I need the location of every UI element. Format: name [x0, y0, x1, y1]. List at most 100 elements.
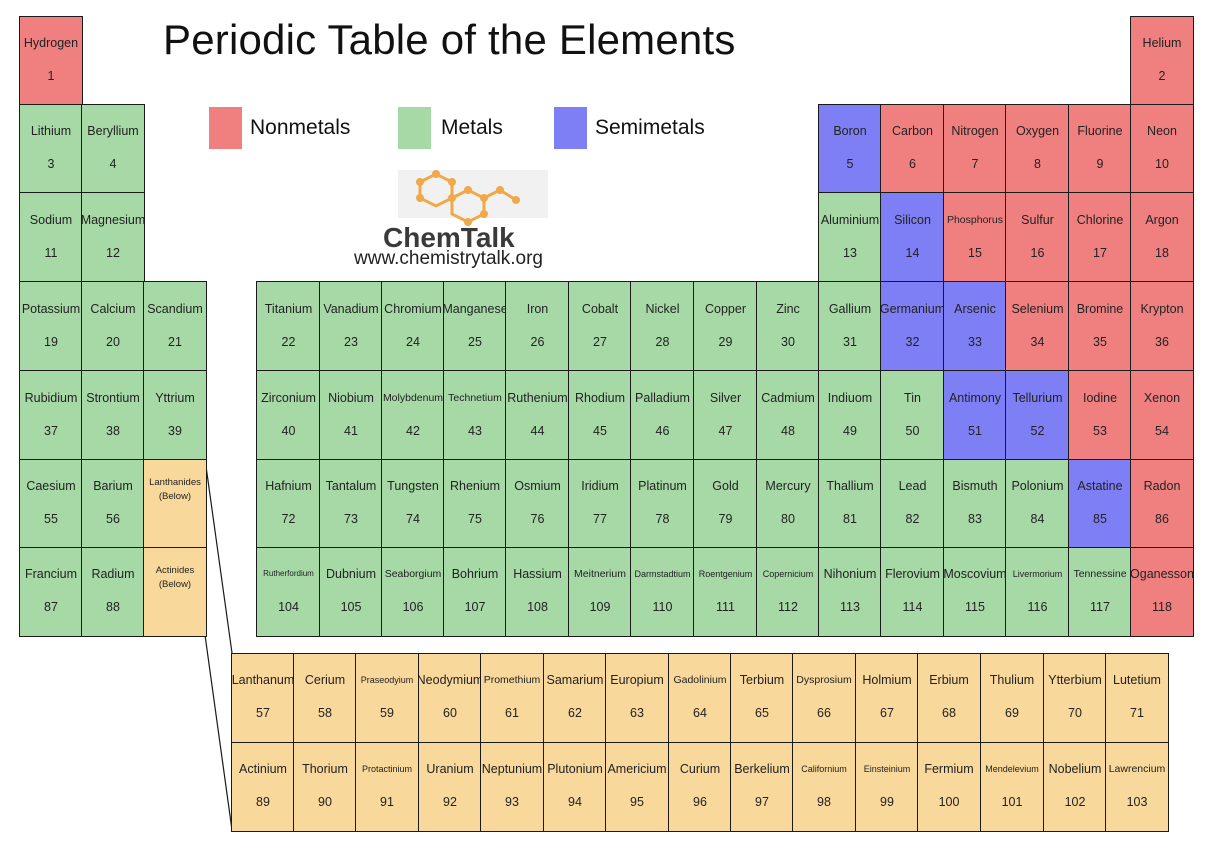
element-cell-actinium[interactable]: Actinium 89 — [231, 742, 295, 832]
element-cell-gold[interactable]: Gold 79 — [693, 459, 758, 549]
element-cell-nobelium[interactable]: Nobelium 102 — [1043, 742, 1107, 832]
element-cell-dubnium[interactable]: Dubnium 105 — [319, 547, 383, 637]
element-cell-silver[interactable]: Silver 47 — [693, 370, 758, 461]
element-cell-protactinium[interactable]: Protactinium 91 — [355, 742, 419, 832]
element-cell-berkelium[interactable]: Berkelium 97 — [730, 742, 794, 832]
element-cell-radon[interactable]: Radon 86 — [1130, 459, 1194, 549]
element-cell-polonium[interactable]: Polonium 84 — [1005, 459, 1070, 549]
element-cell-gadolinium[interactable]: Gadolinium 64 — [668, 653, 732, 743]
element-cell-scandium[interactable]: Scandium 21 — [143, 281, 207, 372]
element-cell-helium[interactable]: Helium 2 — [1130, 16, 1194, 106]
element-cell-indiuom[interactable]: Indiuom 49 — [818, 370, 882, 461]
element-cell-tungsten[interactable]: Tungsten 74 — [381, 459, 445, 549]
element-cell-lanthanum[interactable]: Lanthanum 57 — [231, 653, 295, 743]
element-cell-copernicium[interactable]: Copernicium 112 — [756, 547, 820, 637]
element-cell-beryllium[interactable]: Beryllium 4 — [81, 104, 145, 194]
element-cell-rubidium[interactable]: Rubidium 37 — [19, 370, 83, 461]
element-cell-actinides[interactable]: Actinides (Below) — [143, 547, 207, 637]
element-cell-lead[interactable]: Lead 82 — [880, 459, 945, 549]
element-cell-zirconium[interactable]: Zirconium 40 — [256, 370, 321, 461]
element-cell-thulium[interactable]: Thulium 69 — [980, 653, 1044, 743]
element-cell-ruthenium[interactable]: Ruthenium 44 — [505, 370, 570, 461]
element-cell-boron[interactable]: Boron 5 — [818, 104, 882, 194]
element-cell-palladium[interactable]: Palladium 46 — [630, 370, 695, 461]
element-cell-magnesium[interactable]: Magnesium 12 — [81, 192, 145, 283]
element-cell-iridium[interactable]: Iridium 77 — [568, 459, 632, 549]
element-cell-lawrencium[interactable]: Lawrencium 103 — [1105, 742, 1169, 832]
element-cell-roentgenium[interactable]: Roentgenium 111 — [693, 547, 758, 637]
element-cell-europium[interactable]: Europium 63 — [605, 653, 669, 743]
element-cell-zinc[interactable]: Zinc 30 — [756, 281, 820, 372]
element-cell-neptunium[interactable]: Neptunium 93 — [480, 742, 544, 832]
element-cell-americium[interactable]: Americium 95 — [605, 742, 669, 832]
element-cell-fluorine[interactable]: Fluorine 9 — [1068, 104, 1132, 194]
element-cell-tantalum[interactable]: Tantalum 73 — [319, 459, 383, 549]
element-cell-plutonium[interactable]: Plutonium 94 — [543, 742, 607, 832]
element-cell-seaborgium[interactable]: Seaborgium 106 — [381, 547, 445, 637]
element-cell-antimony[interactable]: Antimony 51 — [943, 370, 1007, 461]
element-cell-dysprosium[interactable]: Dysprosium 66 — [792, 653, 856, 743]
element-cell-darmstadtium[interactable]: Darmstadtium 110 — [630, 547, 695, 637]
element-cell-hassium[interactable]: Hassium 108 — [505, 547, 570, 637]
element-cell-rhenium[interactable]: Rhenium 75 — [443, 459, 507, 549]
element-cell-molybdenum[interactable]: Molybdenum 42 — [381, 370, 445, 461]
element-cell-nickel[interactable]: Nickel 28 — [630, 281, 695, 372]
element-cell-niobium[interactable]: Niobium 41 — [319, 370, 383, 461]
element-cell-chlorine[interactable]: Chlorine 17 — [1068, 192, 1132, 283]
element-cell-chromium[interactable]: Chromium 24 — [381, 281, 445, 372]
element-cell-sodium[interactable]: Sodium 11 — [19, 192, 83, 283]
element-cell-erbium[interactable]: Erbium 68 — [917, 653, 981, 743]
element-cell-tellurium[interactable]: Tellurium 52 — [1005, 370, 1070, 461]
element-cell-oganesson[interactable]: Oganesson 118 — [1130, 547, 1194, 637]
element-cell-vanadium[interactable]: Vanadium 23 — [319, 281, 383, 372]
element-cell-carbon[interactable]: Carbon 6 — [880, 104, 945, 194]
element-cell-moscovium[interactable]: Moscovium 115 — [943, 547, 1007, 637]
element-cell-bismuth[interactable]: Bismuth 83 — [943, 459, 1007, 549]
element-cell-iodine[interactable]: Iodine 53 — [1068, 370, 1132, 461]
element-cell-neon[interactable]: Neon 10 — [1130, 104, 1194, 194]
element-cell-phosphorus[interactable]: Phosphorus 15 — [943, 192, 1007, 283]
element-cell-bromine[interactable]: Bromine 35 — [1068, 281, 1132, 372]
element-cell-promethium[interactable]: Promethium 61 — [480, 653, 544, 743]
element-cell-hydrogen[interactable]: Hydrogen 1 — [19, 16, 83, 106]
element-cell-barium[interactable]: Barium 56 — [81, 459, 145, 549]
element-cell-uranium[interactable]: Uranium 92 — [418, 742, 482, 832]
element-cell-calcium[interactable]: Calcium 20 — [81, 281, 145, 372]
element-cell-terbium[interactable]: Terbium 65 — [730, 653, 794, 743]
element-cell-silicon[interactable]: Silicon 14 — [880, 192, 945, 283]
element-cell-lutetium[interactable]: Lutetium 71 — [1105, 653, 1169, 743]
element-cell-francium[interactable]: Francium 87 — [19, 547, 83, 637]
logo-url[interactable]: www.chemistrytalk.org — [354, 248, 543, 269]
element-cell-germanium[interactable]: Germanium 32 — [880, 281, 945, 372]
element-cell-osmium[interactable]: Osmium 76 — [505, 459, 570, 549]
element-cell-tennessine[interactable]: Tennessine 117 — [1068, 547, 1132, 637]
element-cell-praseodyium[interactable]: Praseodyium 59 — [355, 653, 419, 743]
element-cell-thallium[interactable]: Thallium 81 — [818, 459, 882, 549]
element-cell-tin[interactable]: Tin 50 — [880, 370, 945, 461]
element-cell-lithium[interactable]: Lithium 3 — [19, 104, 83, 194]
element-cell-bohrium[interactable]: Bohrium 107 — [443, 547, 507, 637]
element-cell-aluminium[interactable]: Aluminium 13 — [818, 192, 882, 283]
element-cell-meitnerium[interactable]: Meitnerium 109 — [568, 547, 632, 637]
element-cell-curium[interactable]: Curium 96 — [668, 742, 732, 832]
element-cell-nihonium[interactable]: Nihonium 113 — [818, 547, 882, 637]
element-cell-einsteinium[interactable]: Einsteinium 99 — [855, 742, 919, 832]
element-cell-strontium[interactable]: Strontium 38 — [81, 370, 145, 461]
element-cell-krypton[interactable]: Krypton 36 — [1130, 281, 1194, 372]
element-cell-thorium[interactable]: Thorium 90 — [293, 742, 357, 832]
element-cell-selenium[interactable]: Selenium 34 — [1005, 281, 1070, 372]
element-cell-gallium[interactable]: Gallium 31 — [818, 281, 882, 372]
element-cell-rutherfordium[interactable]: Rutherfordium 104 — [256, 547, 321, 637]
element-cell-copper[interactable]: Copper 29 — [693, 281, 758, 372]
element-cell-livermorium[interactable]: Livermorium 116 — [1005, 547, 1070, 637]
element-cell-cobalt[interactable]: Cobalt 27 — [568, 281, 632, 372]
element-cell-fermium[interactable]: Fermium 100 — [917, 742, 981, 832]
element-cell-arsenic[interactable]: Arsenic 33 — [943, 281, 1007, 372]
element-cell-holmium[interactable]: Holmium 67 — [855, 653, 919, 743]
element-cell-lanthanides[interactable]: Lanthanides (Below) — [143, 459, 207, 549]
element-cell-sulfur[interactable]: Sulfur 16 — [1005, 192, 1070, 283]
element-cell-argon[interactable]: Argon 18 — [1130, 192, 1194, 283]
element-cell-californium[interactable]: Californium 98 — [792, 742, 856, 832]
element-cell-astatine[interactable]: Astatine 85 — [1068, 459, 1132, 549]
element-cell-manganese[interactable]: Manganese 25 — [443, 281, 507, 372]
